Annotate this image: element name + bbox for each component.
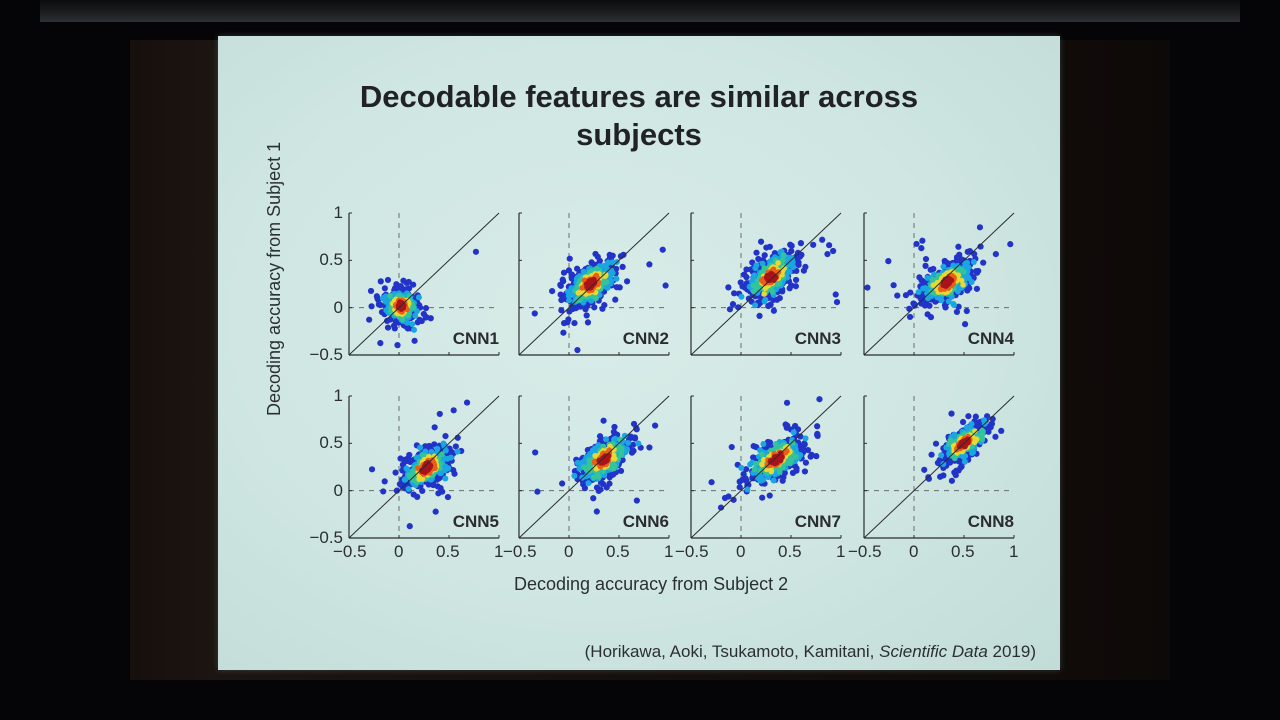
title-line-2: subjects bbox=[576, 117, 702, 152]
x-tick-label: 1 bbox=[664, 542, 674, 561]
scatter-plot bbox=[348, 395, 500, 539]
scatter-plot bbox=[518, 212, 670, 356]
x-tick-label: 1 bbox=[494, 542, 504, 561]
panel-label: CNN3 bbox=[794, 329, 841, 348]
scatter-panel-cnn7: CNN7 −0.5 0 0.5 1 bbox=[675, 395, 845, 561]
x-tick-label: −0.5 bbox=[848, 542, 882, 561]
x-tick-label: 1 bbox=[836, 542, 846, 561]
x-tick-label: −0.5 bbox=[333, 542, 367, 561]
presentation-slide: Decodable features are similar across su… bbox=[218, 36, 1060, 670]
scatter-panel-cnn6: CNN6 −0.5 0 0.5 1 bbox=[503, 395, 673, 561]
scatter-plot bbox=[518, 395, 670, 539]
ceiling-shadow bbox=[40, 0, 1240, 22]
y-tick-label: 1 bbox=[333, 386, 343, 405]
y-axis-label: Decoding accuracy from Subject 1 bbox=[264, 141, 284, 416]
x-tick-label: 1 bbox=[1009, 542, 1019, 561]
y-tick-label: 0 bbox=[333, 480, 343, 500]
scatter-panel-cnn2: CNN2 bbox=[518, 212, 670, 356]
scatter-plot bbox=[690, 395, 842, 539]
y-tick-label: 0 bbox=[333, 297, 343, 317]
slide-title: Decodable features are similar across su… bbox=[218, 78, 1060, 154]
panel-label: CNN6 bbox=[622, 512, 669, 531]
y-tick-label: −0.5 bbox=[309, 528, 343, 547]
scatter-panel-cnn1: CNN1 1 0.5 0 −0.5 bbox=[309, 203, 500, 364]
x-tick-label: 0 bbox=[909, 542, 919, 561]
panel-label: CNN8 bbox=[967, 512, 1014, 531]
scatter-panel-cnn4: CNN4 bbox=[863, 212, 1015, 356]
x-tick-label: 0.5 bbox=[951, 542, 975, 561]
x-tick-label: 0 bbox=[736, 542, 746, 561]
scatter-plot bbox=[863, 395, 1015, 539]
panel-label: CNN1 bbox=[452, 329, 499, 348]
citation: (Horikawa, Aoki, Tsukamoto, Kamitani, Sc… bbox=[585, 642, 1036, 662]
panel-label: CNN7 bbox=[794, 512, 841, 531]
title-line-1: Decodable features are similar across bbox=[359, 79, 919, 114]
x-tick-label: 0.5 bbox=[436, 542, 460, 561]
x-tick-label: −0.5 bbox=[675, 542, 709, 561]
scatter-plot bbox=[690, 212, 842, 356]
x-tick-label: −0.5 bbox=[503, 542, 537, 561]
x-tick-label: 0.5 bbox=[606, 542, 630, 561]
panel-label: CNN4 bbox=[967, 329, 1014, 348]
y-tick-label: 0.5 bbox=[319, 433, 343, 453]
scatter-plot bbox=[348, 212, 500, 356]
citation-year: 2019) bbox=[987, 642, 1036, 661]
scatter-plot bbox=[863, 212, 1015, 356]
citation-journal: Scientific Data bbox=[879, 642, 988, 661]
y-tick-label: −0.5 bbox=[309, 345, 343, 364]
scatter-panel-cnn8: CNN8 −0.5 0 0.5 1 bbox=[848, 395, 1018, 561]
panel-label: CNN5 bbox=[452, 512, 499, 531]
y-tick-label: 1 bbox=[333, 203, 343, 222]
x-tick-label: 0 bbox=[394, 542, 404, 561]
panel-label: CNN2 bbox=[622, 329, 669, 348]
scatter-panel-cnn3: CNN3 bbox=[690, 212, 842, 356]
x-tick-label: 0.5 bbox=[778, 542, 802, 561]
citation-authors: (Horikawa, Aoki, Tsukamoto, Kamitani, bbox=[584, 642, 880, 661]
x-axis-label: Decoding accuracy from Subject 2 bbox=[514, 574, 789, 594]
x-tick-label: 0 bbox=[564, 542, 574, 561]
scatter-panel-cnn5: CNN5 1 0.5 0 −0.5 −0.5 0 0.5 1 bbox=[309, 386, 503, 561]
y-tick-label: 0.5 bbox=[319, 250, 343, 270]
